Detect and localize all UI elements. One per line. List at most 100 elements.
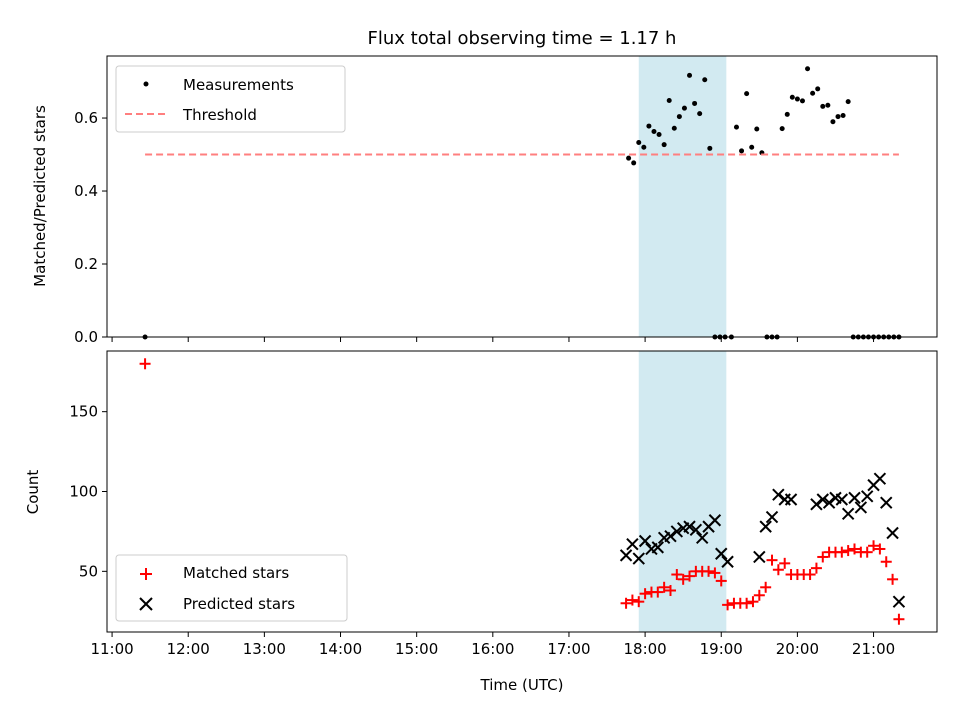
measurement-point (845, 99, 851, 105)
matched-star-point (772, 564, 784, 576)
measurement-point (651, 129, 657, 135)
predicted-star-point (683, 520, 696, 533)
predicted-star-point (664, 529, 677, 543)
measurement-point (666, 98, 672, 104)
measurement-point (749, 144, 755, 150)
measurement-point (820, 103, 826, 109)
measurement-point (789, 94, 795, 100)
matched-star-point (722, 599, 734, 611)
x-tick-label: 18:00 (623, 640, 666, 658)
legend-threshold-label: Threshold (182, 106, 257, 124)
matched-star-point (760, 581, 772, 593)
top-highlight-span (638, 56, 727, 337)
matched-star-point (842, 545, 854, 557)
measurement-point (676, 114, 682, 120)
x-tick-label: 12:00 (167, 640, 210, 658)
matched-star-point (861, 546, 873, 558)
matched-star-point (633, 596, 645, 608)
measurement-point (805, 66, 811, 72)
top-y-tick-label: 0.2 (74, 255, 98, 273)
matched-star-point (893, 613, 905, 625)
predicted-star-point (689, 523, 703, 537)
predicted-star-point (873, 472, 887, 485)
bottom-panel: 50 100 150 11:00 12:00 13:00 14:00 15:00 16:00 17… (24, 350, 938, 694)
matched-star-point (836, 546, 848, 558)
measurement-point (779, 126, 785, 132)
measurement-point (692, 100, 698, 106)
measurement-point (681, 105, 687, 111)
matched-star-point (817, 551, 829, 563)
measurement-point (835, 114, 841, 120)
matched-star-point (849, 543, 861, 555)
bottom-highlight-span (638, 351, 727, 632)
measurement-point (830, 119, 836, 125)
matched-star-point (620, 597, 632, 609)
matched-star-point (887, 573, 899, 585)
x-tick-label: 13:00 (243, 640, 286, 658)
bottom-y-tick-label: 150 (69, 403, 98, 421)
legend-measurements-label: Measurements (183, 76, 294, 94)
predicted-star-point (822, 496, 836, 509)
predicted-star-point (765, 510, 779, 524)
predicted-star-point (892, 595, 906, 608)
x-axis-label: Time (UTC) (480, 676, 564, 694)
measurement-point (697, 111, 703, 117)
legend-matched-label: Matched stars (183, 564, 289, 582)
predicted-star-point (638, 534, 652, 548)
matched-star-point (753, 589, 765, 601)
matched-star-point (874, 543, 886, 555)
measurement-point (810, 90, 816, 96)
measurement-point (646, 123, 652, 129)
bottom-legend: Matched stars Predicted stars (115, 554, 348, 622)
top-panel-frame (106, 55, 938, 338)
bottom-y-tick-label: 100 (69, 483, 98, 501)
legend-predicted-label: Predicted stars (183, 595, 295, 613)
bottom-y-axis-label: Count (24, 470, 42, 515)
predicted-star-point (715, 547, 728, 560)
predicted-star-point (860, 490, 874, 503)
matched-star-point (810, 562, 822, 574)
x-tick-label: 11:00 (90, 640, 133, 658)
predicted-star-point (632, 552, 645, 565)
x-tick-label: 20:00 (776, 640, 819, 658)
measurement-point (656, 131, 662, 137)
measurement-point (825, 102, 831, 108)
measurement-point (794, 96, 800, 102)
predicted-star-point (880, 496, 893, 509)
matched-star-point (766, 554, 778, 566)
matched-star-point (747, 596, 759, 608)
measurement-point (739, 148, 745, 154)
measurement-point (733, 124, 739, 130)
legend-measurements-marker (143, 81, 149, 87)
measurement-point (754, 126, 760, 132)
predicted-star-point (772, 488, 785, 501)
top-legend-box (115, 65, 346, 133)
top-legend: Measurements Threshold (115, 65, 346, 133)
predicted-star-point (619, 549, 633, 562)
x-tick-label: 14:00 (319, 640, 362, 658)
legend-predicted-marker (139, 597, 153, 611)
measurement-point (702, 77, 708, 83)
matched-star-point (684, 570, 696, 582)
predicted-star-point (753, 550, 766, 564)
predicted-star-point (848, 491, 861, 505)
top-y-axis-label: Matched/Predicted stars (31, 105, 49, 287)
predicted-star-point (841, 507, 855, 521)
predicted-star-point (626, 537, 639, 551)
predicted-star-point (696, 531, 709, 545)
matched-star-point (804, 569, 816, 581)
bottom-legend-box (115, 554, 348, 622)
top-panel: 0.0 0.2 0.4 0.6 Matched/Predicted stars Mea… (31, 55, 938, 346)
top-y-tick-label: 0.4 (74, 182, 98, 200)
measurement-point (626, 155, 632, 161)
matched-star-point (639, 588, 651, 600)
measurement-point (815, 86, 821, 92)
predicted-star-point (816, 493, 829, 506)
bottom-y-tick-label: 50 (79, 562, 98, 580)
predicted-star-point (810, 498, 823, 511)
measurement-point (707, 145, 713, 151)
top-y-tick-label: 0.6 (74, 109, 98, 127)
predicted-star-point (784, 493, 798, 506)
measurement-point (661, 142, 667, 148)
